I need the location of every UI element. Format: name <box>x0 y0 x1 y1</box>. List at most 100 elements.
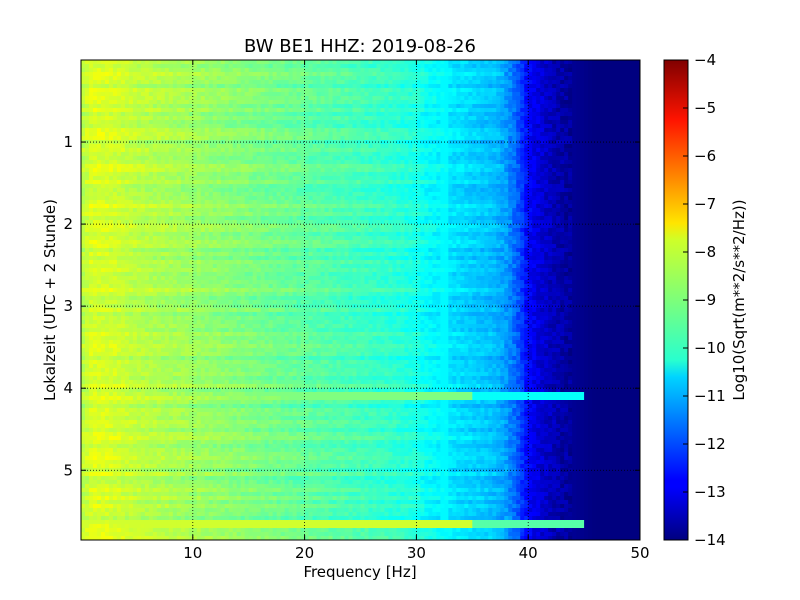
heatmap-cell <box>132 172 138 177</box>
heatmap-cell <box>408 192 413 197</box>
heatmap-cell <box>180 172 186 177</box>
heatmap-cell <box>328 100 334 105</box>
heatmap-cell <box>596 152 601 157</box>
heatmap-cell <box>88 80 94 85</box>
heatmap-cell <box>508 92 513 97</box>
heatmap-cell <box>404 68 410 73</box>
heatmap-cell <box>536 168 541 173</box>
heatmap-cell <box>628 144 633 149</box>
heatmap-cell <box>412 160 417 165</box>
heatmap-cell <box>120 160 126 165</box>
heatmap-cell <box>96 188 102 193</box>
heatmap-cell <box>296 80 302 85</box>
heatmap-cell <box>372 136 378 141</box>
heatmap-cell <box>320 132 326 137</box>
heatmap-cell <box>560 96 565 101</box>
heatmap-cell <box>404 196 410 201</box>
heatmap-cell <box>112 152 118 157</box>
heatmap-cell <box>288 84 294 89</box>
heatmap-cell <box>332 196 338 201</box>
heatmap-cell <box>136 120 142 125</box>
heatmap-cell <box>136 192 142 197</box>
heatmap-cell <box>116 180 122 185</box>
heatmap-cell <box>156 196 162 201</box>
heatmap-cell <box>192 104 198 109</box>
heatmap-cell <box>576 140 581 145</box>
heatmap-cell <box>256 88 262 93</box>
heatmap-cell <box>344 180 350 185</box>
heatmap-cell <box>272 132 278 137</box>
heatmap-cell <box>632 72 637 77</box>
heatmap-cell <box>344 80 350 85</box>
heatmap-cell <box>236 188 242 193</box>
heatmap-cell <box>136 136 142 141</box>
heatmap-cell <box>272 92 278 97</box>
heatmap-cell <box>304 68 310 73</box>
heatmap-cell <box>464 188 469 193</box>
heatmap-cell <box>244 92 250 97</box>
heatmap-cell <box>576 164 581 169</box>
heatmap-cell <box>348 100 354 105</box>
heatmap-cell <box>480 184 485 189</box>
heatmap-cell <box>176 104 182 109</box>
heatmap-cell <box>532 136 537 141</box>
heatmap-cell <box>616 112 621 117</box>
heatmap-cell <box>360 60 366 65</box>
heatmap-cell <box>376 68 382 73</box>
heatmap-cell <box>500 124 505 129</box>
heatmap-cell <box>84 88 90 93</box>
heatmap-cell <box>268 164 274 169</box>
heatmap-cell <box>408 176 413 181</box>
heatmap-cell <box>408 144 413 149</box>
heatmap-cell <box>128 132 134 137</box>
heatmap-cell <box>192 184 198 189</box>
heatmap-cell <box>340 124 346 129</box>
heatmap-cell <box>588 84 593 89</box>
heatmap-cell <box>396 112 402 117</box>
heatmap-cell <box>148 160 154 165</box>
heatmap-cell <box>288 112 294 117</box>
heatmap-cell <box>412 120 417 125</box>
heatmap-cell <box>624 144 629 149</box>
heatmap-cell <box>104 152 110 157</box>
heatmap-cell <box>348 112 354 117</box>
heatmap-cell <box>216 160 222 165</box>
heatmap-cell <box>196 148 202 153</box>
heatmap-cell <box>528 160 533 165</box>
heatmap-cell <box>256 124 262 129</box>
heatmap-cell <box>164 76 170 81</box>
heatmap-cell <box>576 64 581 69</box>
heatmap-cell <box>108 180 114 185</box>
heatmap-cell <box>540 108 545 113</box>
heatmap-cell <box>400 128 406 133</box>
heatmap-cell <box>136 144 142 149</box>
heatmap-cell <box>416 184 421 189</box>
heatmap-cell <box>180 108 186 113</box>
heatmap-cell <box>224 76 230 81</box>
heatmap-cell <box>632 188 637 193</box>
heatmap-cell <box>444 116 449 121</box>
heatmap-cell <box>308 168 314 173</box>
heatmap-cell <box>592 88 597 93</box>
heatmap-cell <box>496 176 501 181</box>
heatmap-cell <box>108 96 114 101</box>
heatmap-cell <box>368 132 374 137</box>
heatmap-cell <box>360 144 366 149</box>
heatmap-cell <box>332 88 338 93</box>
heatmap-cell <box>216 176 222 181</box>
heatmap-cell <box>152 152 158 157</box>
heatmap-cell <box>332 164 338 169</box>
heatmap-cell <box>372 184 378 189</box>
heatmap-cell <box>412 88 417 93</box>
heatmap-cell <box>416 200 421 205</box>
heatmap-cell <box>512 144 517 149</box>
heatmap-cell <box>372 200 378 205</box>
heatmap-cell <box>584 184 589 189</box>
heatmap-cell <box>332 64 338 69</box>
heatmap-cell <box>292 148 298 153</box>
heatmap-cell <box>268 156 274 161</box>
heatmap-cell <box>188 64 194 69</box>
heatmap-cell <box>480 160 485 165</box>
heatmap-cell <box>372 156 378 161</box>
heatmap-cell <box>220 200 226 205</box>
